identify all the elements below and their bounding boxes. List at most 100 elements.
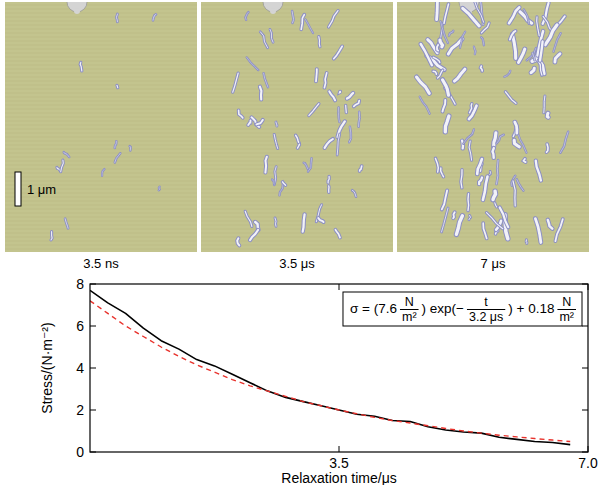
notch-tip (270, 8, 276, 14)
crack (318, 218, 323, 222)
crack (494, 133, 496, 147)
crack-core (239, 110, 243, 118)
crack-core (456, 216, 462, 235)
crack (292, 11, 294, 23)
crack-core (500, 207, 509, 227)
texture (397, 109, 589, 110)
texture (201, 77, 393, 78)
crack (329, 91, 335, 100)
texture (5, 93, 197, 94)
crack (433, 57, 440, 62)
texture (201, 249, 393, 250)
x-tick-top (339, 284, 340, 290)
texture (5, 205, 197, 206)
crack-core (352, 190, 356, 196)
crack-core (554, 33, 561, 52)
crack-core (116, 14, 117, 22)
simulation-panel (5, 0, 197, 252)
crack-core (495, 203, 497, 207)
crack-core (547, 144, 549, 152)
panel-label: 3.5 μs (279, 256, 315, 271)
texture (201, 189, 393, 190)
crack-core (328, 177, 329, 183)
texture (201, 129, 393, 130)
crack (469, 141, 472, 160)
crack (324, 73, 326, 88)
crack (344, 105, 348, 112)
crack (257, 120, 263, 125)
crack-core (280, 183, 284, 195)
crack (417, 77, 430, 93)
texture (397, 129, 589, 130)
equation: σ = (7.6Nm²) exp(−t3.2 μs) + 0.18Nm² (343, 292, 582, 326)
texture (5, 233, 197, 234)
texture (397, 165, 589, 166)
fit-line (90, 301, 570, 442)
crack-core (337, 134, 340, 155)
crack-core (443, 80, 449, 95)
texture (201, 241, 393, 242)
crack-core (440, 40, 443, 47)
crack-core (504, 71, 510, 77)
y-tick-right (582, 326, 588, 327)
crack (349, 127, 351, 143)
texture (201, 145, 393, 146)
equation-denominator: m² (402, 310, 417, 324)
crack-core (257, 120, 263, 125)
crack-core (309, 104, 319, 116)
crack (347, 93, 353, 99)
crack-core (417, 77, 430, 93)
crack (497, 135, 504, 144)
crack (264, 73, 268, 87)
crack (280, 183, 284, 195)
texture (201, 17, 393, 18)
crack (531, 68, 534, 72)
crack (524, 10, 529, 24)
crack-core (555, 54, 560, 62)
texture (5, 201, 197, 202)
texture (201, 9, 393, 10)
crack-core (438, 70, 443, 78)
crack (65, 219, 68, 229)
texture (5, 53, 197, 54)
texture (5, 25, 197, 26)
crack (338, 107, 339, 122)
texture (5, 121, 197, 122)
panel-ground (397, 2, 589, 252)
crack-core (282, 182, 285, 185)
crack-core (453, 212, 455, 218)
crack (437, 44, 439, 51)
texture (5, 241, 197, 242)
crack-core (544, 96, 545, 113)
texture (201, 237, 393, 238)
texture (201, 57, 393, 58)
crack-core (61, 160, 64, 172)
crack (265, 157, 267, 173)
crack-core (469, 215, 471, 219)
crack-core (328, 186, 330, 192)
crack-core (538, 61, 542, 75)
crack (51, 232, 52, 241)
texture (5, 161, 197, 162)
equation-text: ) exp(− (422, 301, 465, 316)
crack (493, 148, 494, 158)
crack-core (487, 213, 503, 229)
texture (397, 73, 589, 74)
crack-core (463, 129, 474, 143)
texture (5, 169, 197, 170)
texture (5, 5, 197, 6)
crack-core (349, 127, 351, 143)
crack-core (490, 171, 491, 174)
equation-box (343, 292, 582, 326)
crack-core (515, 122, 517, 133)
crack (442, 208, 449, 232)
y-tick-label: 8 (76, 276, 84, 292)
notch-tip (74, 8, 80, 14)
crack-core (245, 211, 252, 226)
texture (201, 101, 393, 102)
texture (5, 153, 197, 154)
texture (201, 97, 393, 98)
texture (201, 109, 393, 110)
crack (272, 179, 274, 183)
texture (5, 133, 197, 134)
